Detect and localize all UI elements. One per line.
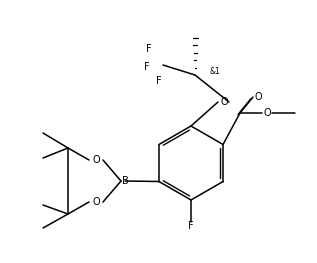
Text: F: F — [156, 76, 162, 86]
Text: B: B — [122, 176, 128, 186]
Text: O: O — [254, 92, 262, 102]
Text: O: O — [92, 197, 100, 207]
Text: O: O — [92, 155, 100, 165]
Text: &1: &1 — [209, 67, 220, 75]
Text: F: F — [146, 44, 152, 54]
Text: O: O — [220, 97, 228, 107]
Text: F: F — [144, 62, 150, 72]
Text: O: O — [263, 108, 271, 118]
Text: F: F — [188, 221, 194, 231]
